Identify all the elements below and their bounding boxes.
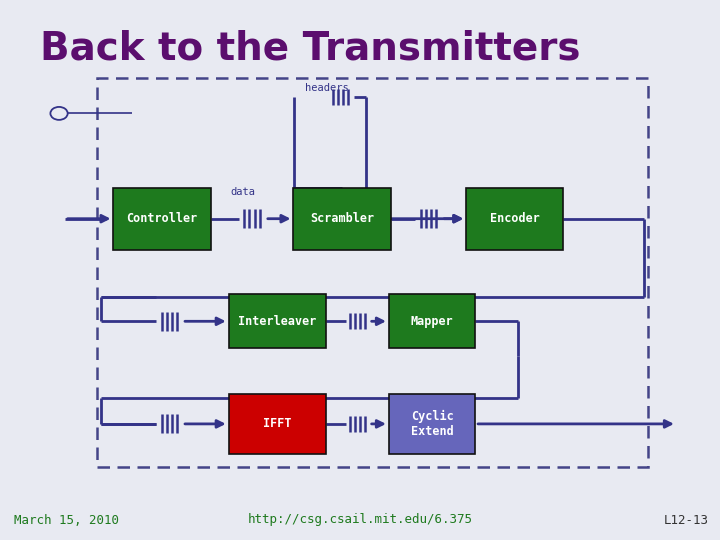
Bar: [114, 187, 210, 249]
Text: IFFT: IFFT: [263, 417, 292, 430]
Text: Scrambler: Scrambler: [310, 212, 374, 225]
Text: Interleaver: Interleaver: [238, 315, 316, 328]
Text: Mapper: Mapper: [410, 315, 454, 328]
Text: Encoder: Encoder: [490, 212, 540, 225]
Text: Controller: Controller: [127, 212, 197, 225]
Bar: [294, 187, 390, 249]
Text: Back to the Transmitters: Back to the Transmitters: [40, 30, 580, 68]
Text: headers: headers: [305, 83, 348, 93]
Bar: [389, 294, 475, 348]
Bar: [467, 187, 563, 249]
Bar: [229, 394, 325, 454]
Text: http://csg.csail.mit.edu/6.375: http://csg.csail.mit.edu/6.375: [248, 514, 472, 526]
Bar: [389, 394, 475, 454]
Text: L12-13: L12-13: [665, 514, 709, 526]
Text: March 15, 2010: March 15, 2010: [14, 514, 120, 526]
Text: data: data: [231, 187, 256, 197]
Text: Cyclic
Extend: Cyclic Extend: [410, 410, 454, 438]
Bar: [229, 294, 325, 348]
